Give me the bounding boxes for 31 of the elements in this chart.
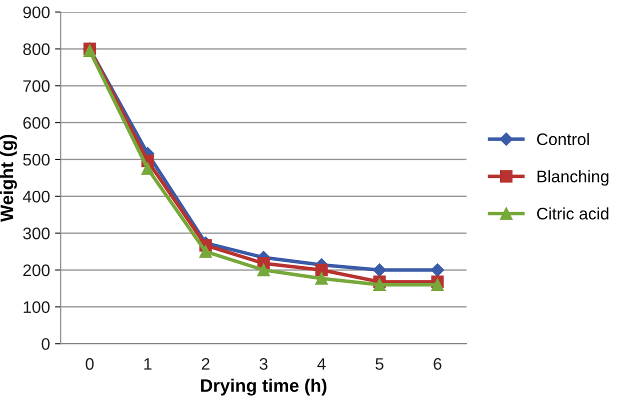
x-tick-label: 5	[376, 358, 384, 370]
y-tick-label: 300	[23, 228, 50, 240]
x-tick-label: 4	[317, 358, 326, 370]
y-tick-label: 600	[23, 117, 50, 129]
x-tick-label: 1	[144, 358, 152, 370]
x-tick-label: 6	[434, 358, 442, 370]
legend-label: Citric acid	[537, 207, 608, 220]
y-tick-label: 100	[24, 301, 50, 314]
y-tick-label: 900	[23, 6, 50, 18]
point	[315, 264, 328, 276]
point	[431, 278, 444, 291]
y-tick-label: 0	[42, 338, 50, 350]
point	[199, 245, 212, 258]
x-tick-label: 0	[86, 358, 94, 370]
legend-label: Control	[537, 132, 589, 146]
point	[430, 263, 444, 277]
x-tick-label: 2	[202, 358, 210, 370]
y-tick-label: 500	[23, 154, 50, 166]
y-tick-label: 400	[22, 190, 50, 203]
x-tick-label: 3	[260, 358, 268, 370]
point	[257, 264, 270, 276]
point	[141, 162, 154, 175]
legend-label: Blanching	[538, 170, 608, 186]
y-tick-label: 700	[23, 80, 50, 92]
y-tick-label: 800	[23, 43, 50, 56]
y-tick-label: 200	[23, 264, 50, 276]
point	[315, 272, 328, 285]
point	[373, 278, 386, 291]
point	[372, 263, 386, 277]
y-axis-title: Weight (g)	[0, 134, 17, 222]
x-axis-title: Drying time (h)	[201, 378, 326, 396]
